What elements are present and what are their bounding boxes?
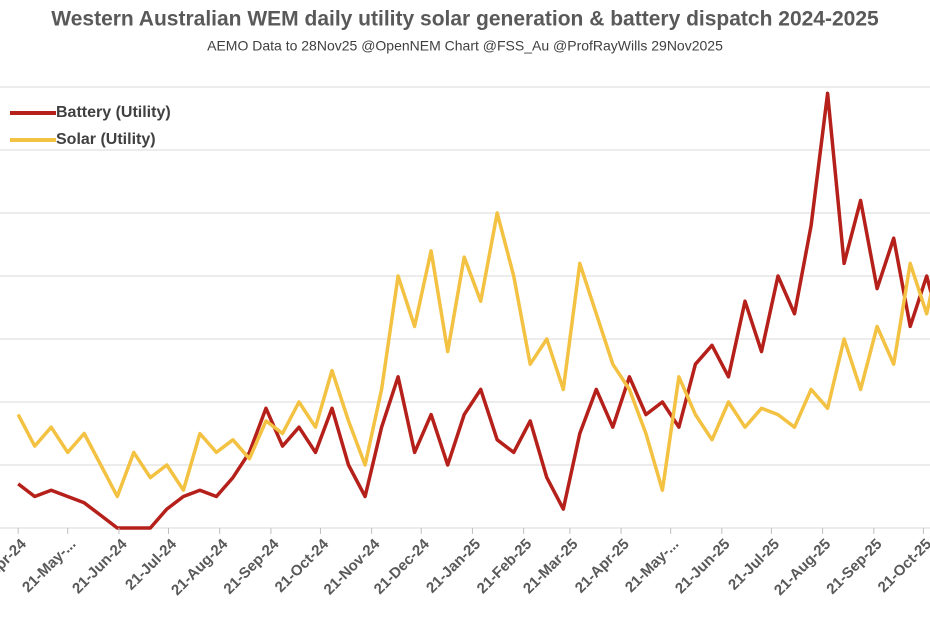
x-tick-label: 21-Jun-24: [69, 535, 131, 597]
series-line: [16, 211, 930, 499]
x-tick-label: 21-Sep-25: [823, 536, 885, 598]
legend: Battery (Utility) Solar (Utility): [10, 104, 171, 148]
legend-label: Battery (Utility): [56, 104, 171, 121]
plot-area: [16, 91, 930, 530]
x-tick-label: 21-Aug-24: [168, 535, 232, 599]
x-tick-label: 21-Apr-25: [572, 536, 633, 597]
x-tick-label: 21-Jun-25: [672, 536, 734, 598]
chart-title: Western Australian WEM daily utility sol…: [51, 8, 879, 31]
series-line: [17, 91, 930, 530]
x-tick-label: 21-Oct-25: [875, 536, 930, 596]
chart-subtitle: AEMO Data to 28Nov25 @OpenNEM Chart @FSS…: [207, 38, 723, 54]
x-axis: 21-Apr-2421-May-...21-Jun-2421-Jul-2421-…: [0, 528, 930, 599]
x-tick-label: 21-Sep-24: [220, 535, 283, 598]
grid: [0, 86, 930, 529]
legend-label: Solar (Utility): [56, 131, 156, 148]
